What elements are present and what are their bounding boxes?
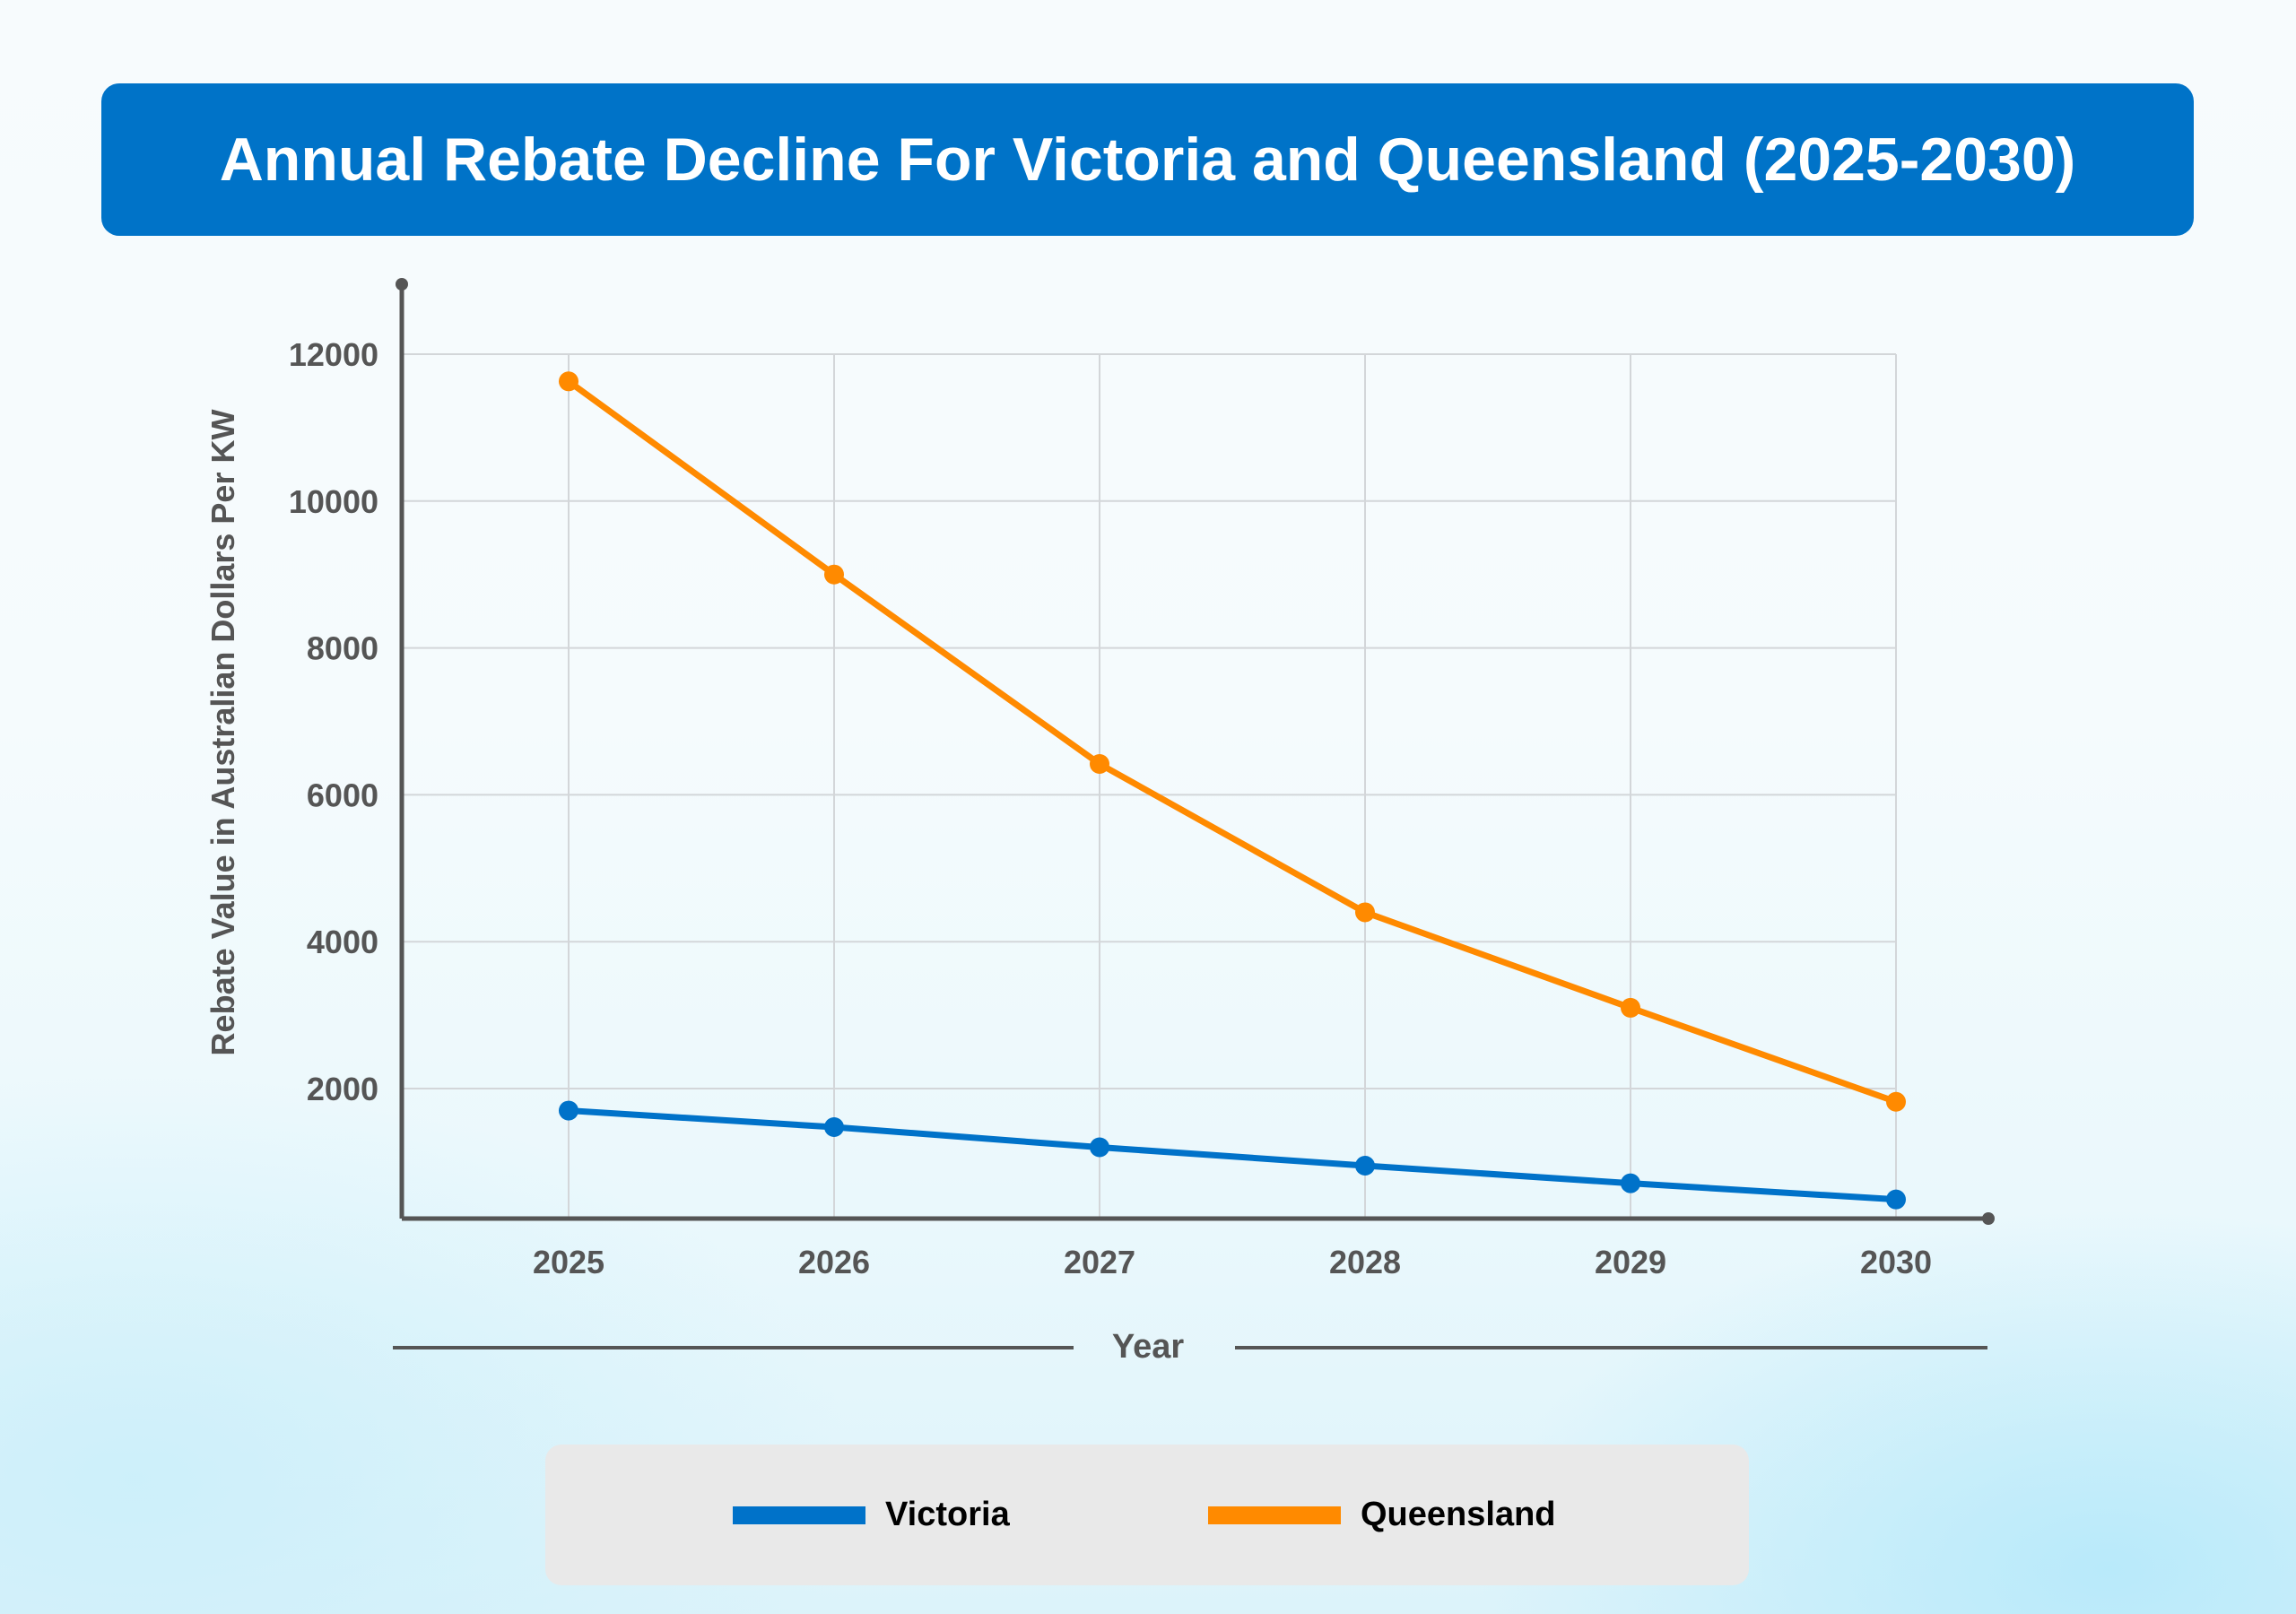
series-line-queensland	[565, 377, 1900, 1106]
title-banner: Annual Rebate Decline For Victoria and Q…	[101, 83, 2194, 236]
y-tick-label: 8000	[307, 630, 378, 667]
x-tick-label: 2028	[1329, 1244, 1401, 1280]
data-point-queensland	[824, 564, 844, 585]
legend-swatch-victoria	[733, 1506, 865, 1524]
x-tick-label: 2025	[533, 1244, 604, 1280]
data-point-queensland	[1621, 997, 1640, 1018]
data-point-victoria	[824, 1116, 844, 1137]
y-tick-label: 12000	[289, 336, 378, 373]
series	[559, 371, 1906, 1210]
x-tick-label: 2029	[1595, 1244, 1666, 1280]
legend: Victoria Queensland	[545, 1445, 1749, 1585]
x-axis-title: Year	[1112, 1328, 1185, 1366]
data-point-victoria	[1886, 1189, 1906, 1210]
data-point-victoria	[1621, 1173, 1640, 1193]
x-tick-label: 2026	[798, 1244, 870, 1280]
y-tick-label: 2000	[307, 1071, 378, 1107]
data-point-queensland	[1886, 1091, 1906, 1112]
legend-label-victoria: Victoria	[885, 1496, 1010, 1533]
data-point-queensland	[1355, 902, 1375, 923]
legend-swatch-queensland	[1208, 1506, 1341, 1524]
data-point-victoria	[1090, 1137, 1109, 1158]
data-point-queensland	[1090, 754, 1109, 775]
y-tick-labels: 2000 4000 6000 8000 10000 12000	[289, 336, 378, 1107]
x-tick-label: 2027	[1064, 1244, 1135, 1280]
x-tick-label: 2030	[1860, 1244, 1932, 1280]
x-tick-labels: 2025 2026 2027 2028 2029 2030	[533, 1244, 1932, 1280]
y-tick-label: 4000	[307, 924, 378, 960]
data-point-victoria	[1355, 1155, 1375, 1176]
legend-item-queensland[interactable]: Queensland	[1208, 1445, 1556, 1585]
grid	[402, 353, 1897, 1219]
legend-item-victoria[interactable]: Victoria	[733, 1445, 1010, 1585]
y-axis-title: Rebate Value in Australian Dollars Per K…	[204, 410, 241, 1056]
x-axis-end-dot	[1982, 1212, 1995, 1225]
y-tick-label: 10000	[289, 483, 378, 520]
series-line-victoria	[565, 1107, 1900, 1203]
axes	[396, 278, 1995, 1225]
legend-label-queensland: Queensland	[1361, 1496, 1556, 1533]
data-point-queensland	[559, 371, 578, 392]
chart-title: Annual Rebate Decline For Victoria and Q…	[219, 126, 2076, 194]
y-axis-end-dot	[396, 278, 408, 291]
data-point-victoria	[559, 1100, 578, 1121]
y-tick-label: 6000	[307, 777, 378, 813]
